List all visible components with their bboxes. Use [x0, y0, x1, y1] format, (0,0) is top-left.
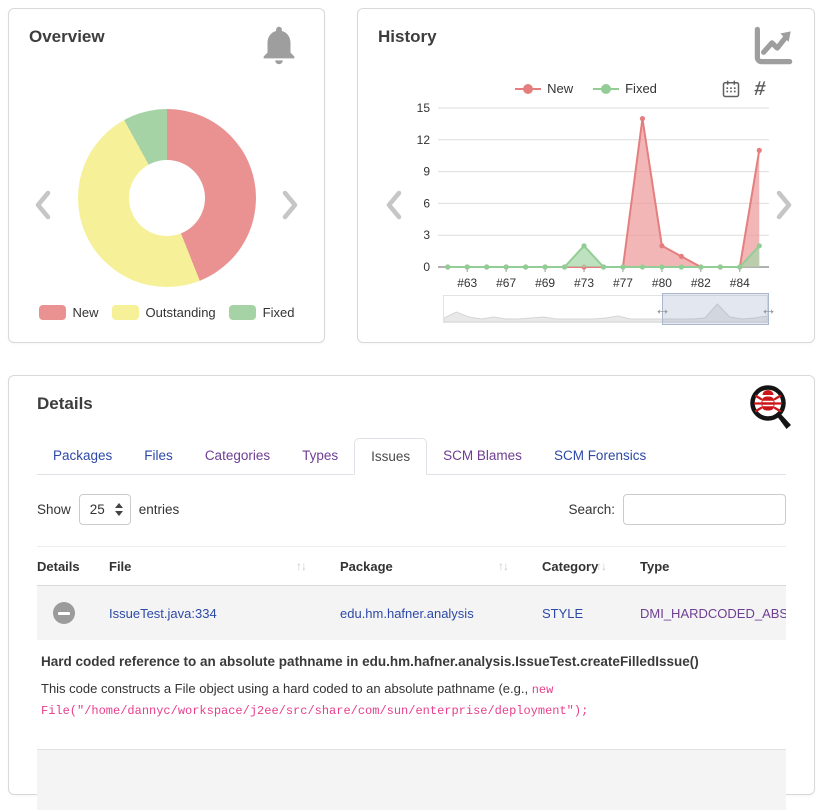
sort-icon[interactable]: ↑↓ [596, 559, 607, 573]
history-area-chart[interactable]: 0 3 6 9 12 15 #63 #67 #69 #73 #77 #80 #82 #84 [413, 101, 783, 311]
details-card: Details Packages Files Categories Types … [8, 375, 815, 810]
legend-item-new[interactable]: New [515, 81, 573, 96]
table-header-row: Details File ↑↓ Package ↑↓ Category ↑↓ T… [37, 546, 786, 586]
select-caret-icon [114, 503, 123, 516]
svg-text:#84: #84 [730, 276, 750, 290]
svg-text:#82: #82 [691, 276, 711, 290]
svg-text:3: 3 [423, 228, 430, 242]
svg-text:#67: #67 [496, 276, 516, 290]
bug-magnifier-icon [750, 385, 791, 429]
next-table-row-partial[interactable] [37, 749, 786, 810]
issue-detail-body: This code constructs a File object using… [41, 681, 589, 718]
tab-scm-forensics[interactable]: SCM Forensics [553, 448, 647, 463]
donut-chart[interactable] [78, 109, 256, 287]
entries-label: entries [138, 502, 180, 517]
svg-text:15: 15 [417, 101, 431, 115]
tab-types[interactable]: Types [302, 448, 339, 463]
bell-icon [263, 26, 295, 65]
show-label: Show [37, 502, 71, 517]
issue-detail-panel: Hard coded reference to an absolute path… [37, 640, 786, 749]
trend-chart-icon [754, 26, 793, 65]
details-tabs: Packages Files Categories Types Issues S… [37, 438, 786, 475]
col-header-type: Type [640, 558, 670, 574]
code-snippet: new File("/home/dannyc/workspace/j2ee/sr… [41, 683, 589, 718]
history-legend: New Fixed [358, 81, 814, 96]
search-label: Search: [568, 502, 615, 517]
calendar-toggle-icon[interactable] [721, 79, 741, 99]
tab-categories[interactable]: Categories [204, 448, 271, 463]
history-title: History [378, 27, 437, 46]
datazoom-selection[interactable]: ↔ ↔ [654, 293, 777, 325]
donut-legend: New Outstanding Fixed [9, 305, 324, 320]
svg-text:#80: #80 [652, 276, 672, 290]
sort-icon[interactable]: ↑↓ [296, 559, 307, 573]
col-header-file[interactable]: File ↑↓ [109, 558, 307, 574]
issue-detail-title: Hard coded reference to an absolute path… [41, 654, 699, 669]
datazoom-minimap [443, 303, 768, 323]
svg-text:#77: #77 [613, 276, 633, 290]
legend-line-new [515, 83, 542, 94]
page-length-select[interactable]: 25 [78, 494, 131, 525]
svg-text:0: 0 [423, 260, 430, 274]
table-controls: Show 25 entries Search: [37, 494, 786, 526]
carousel-prev-button[interactable] [384, 189, 404, 221]
overview-title: Overview [29, 27, 105, 46]
svg-text:6: 6 [423, 196, 430, 210]
issues-table: Details File ↑↓ Package ↑↓ Category ↑↓ T… [37, 546, 786, 810]
tab-files[interactable]: Files [144, 448, 173, 463]
sort-icon[interactable]: ↑↓ [498, 559, 509, 573]
datazoom-handle-right[interactable]: ↔ [760, 299, 777, 319]
svg-text:9: 9 [423, 165, 430, 179]
carousel-next-button[interactable] [774, 189, 794, 221]
legend-item-fixed[interactable]: Fixed [593, 81, 657, 96]
collapse-row-button[interactable] [53, 602, 75, 624]
svg-text:#73: #73 [574, 276, 594, 290]
svg-text:#69: #69 [535, 276, 555, 290]
col-header-category[interactable]: Category ↑↓ [542, 558, 607, 574]
legend-swatch-outstanding [111, 305, 139, 320]
overview-card: Overview New Outstanding Fixed [8, 8, 325, 343]
page-length-control: Show 25 entries [37, 494, 786, 525]
donut-hole [129, 160, 205, 236]
datazoom-handle-left[interactable]: ↔ [654, 299, 671, 319]
col-header-package[interactable]: Package ↑↓ [340, 558, 509, 574]
tab-scm-blames[interactable]: SCM Blames [443, 448, 522, 463]
category-link[interactable]: STYLE [542, 605, 584, 621]
svg-text:12: 12 [417, 133, 431, 147]
details-title: Details [37, 394, 93, 413]
search-control: Search: [568, 494, 786, 525]
legend-swatch-fixed [228, 305, 256, 320]
search-input[interactable] [623, 494, 786, 525]
legend-item-outstanding[interactable]: Outstanding [111, 305, 216, 320]
type-link[interactable]: DMI_HARDCODED_ABSOLU [640, 605, 786, 621]
legend-line-fixed [593, 83, 620, 94]
table-row[interactable]: IssueTest.java:334 edu.hm.hafner.analysi… [37, 586, 786, 640]
history-card: History New Fixed # 0 3 6 9 12 15 #63 #6 [357, 8, 815, 343]
legend-item-new[interactable]: New [38, 305, 99, 320]
datazoom-slider[interactable]: ↔ ↔ [443, 293, 777, 325]
page-length-value: 25 [89, 502, 105, 517]
carousel-next-button[interactable] [280, 189, 300, 221]
carousel-prev-button[interactable] [33, 189, 53, 221]
package-link[interactable]: edu.hm.hafner.analysis [340, 605, 474, 621]
legend-swatch-new [38, 305, 66, 320]
svg-text:#63: #63 [457, 276, 477, 290]
tab-issues[interactable]: Issues [354, 438, 428, 475]
col-header-details: Details [37, 558, 80, 574]
legend-item-fixed[interactable]: Fixed [228, 305, 294, 320]
tab-packages[interactable]: Packages [53, 448, 113, 463]
file-link[interactable]: IssueTest.java:334 [109, 605, 217, 621]
build-number-toggle-icon[interactable]: # [753, 78, 767, 100]
